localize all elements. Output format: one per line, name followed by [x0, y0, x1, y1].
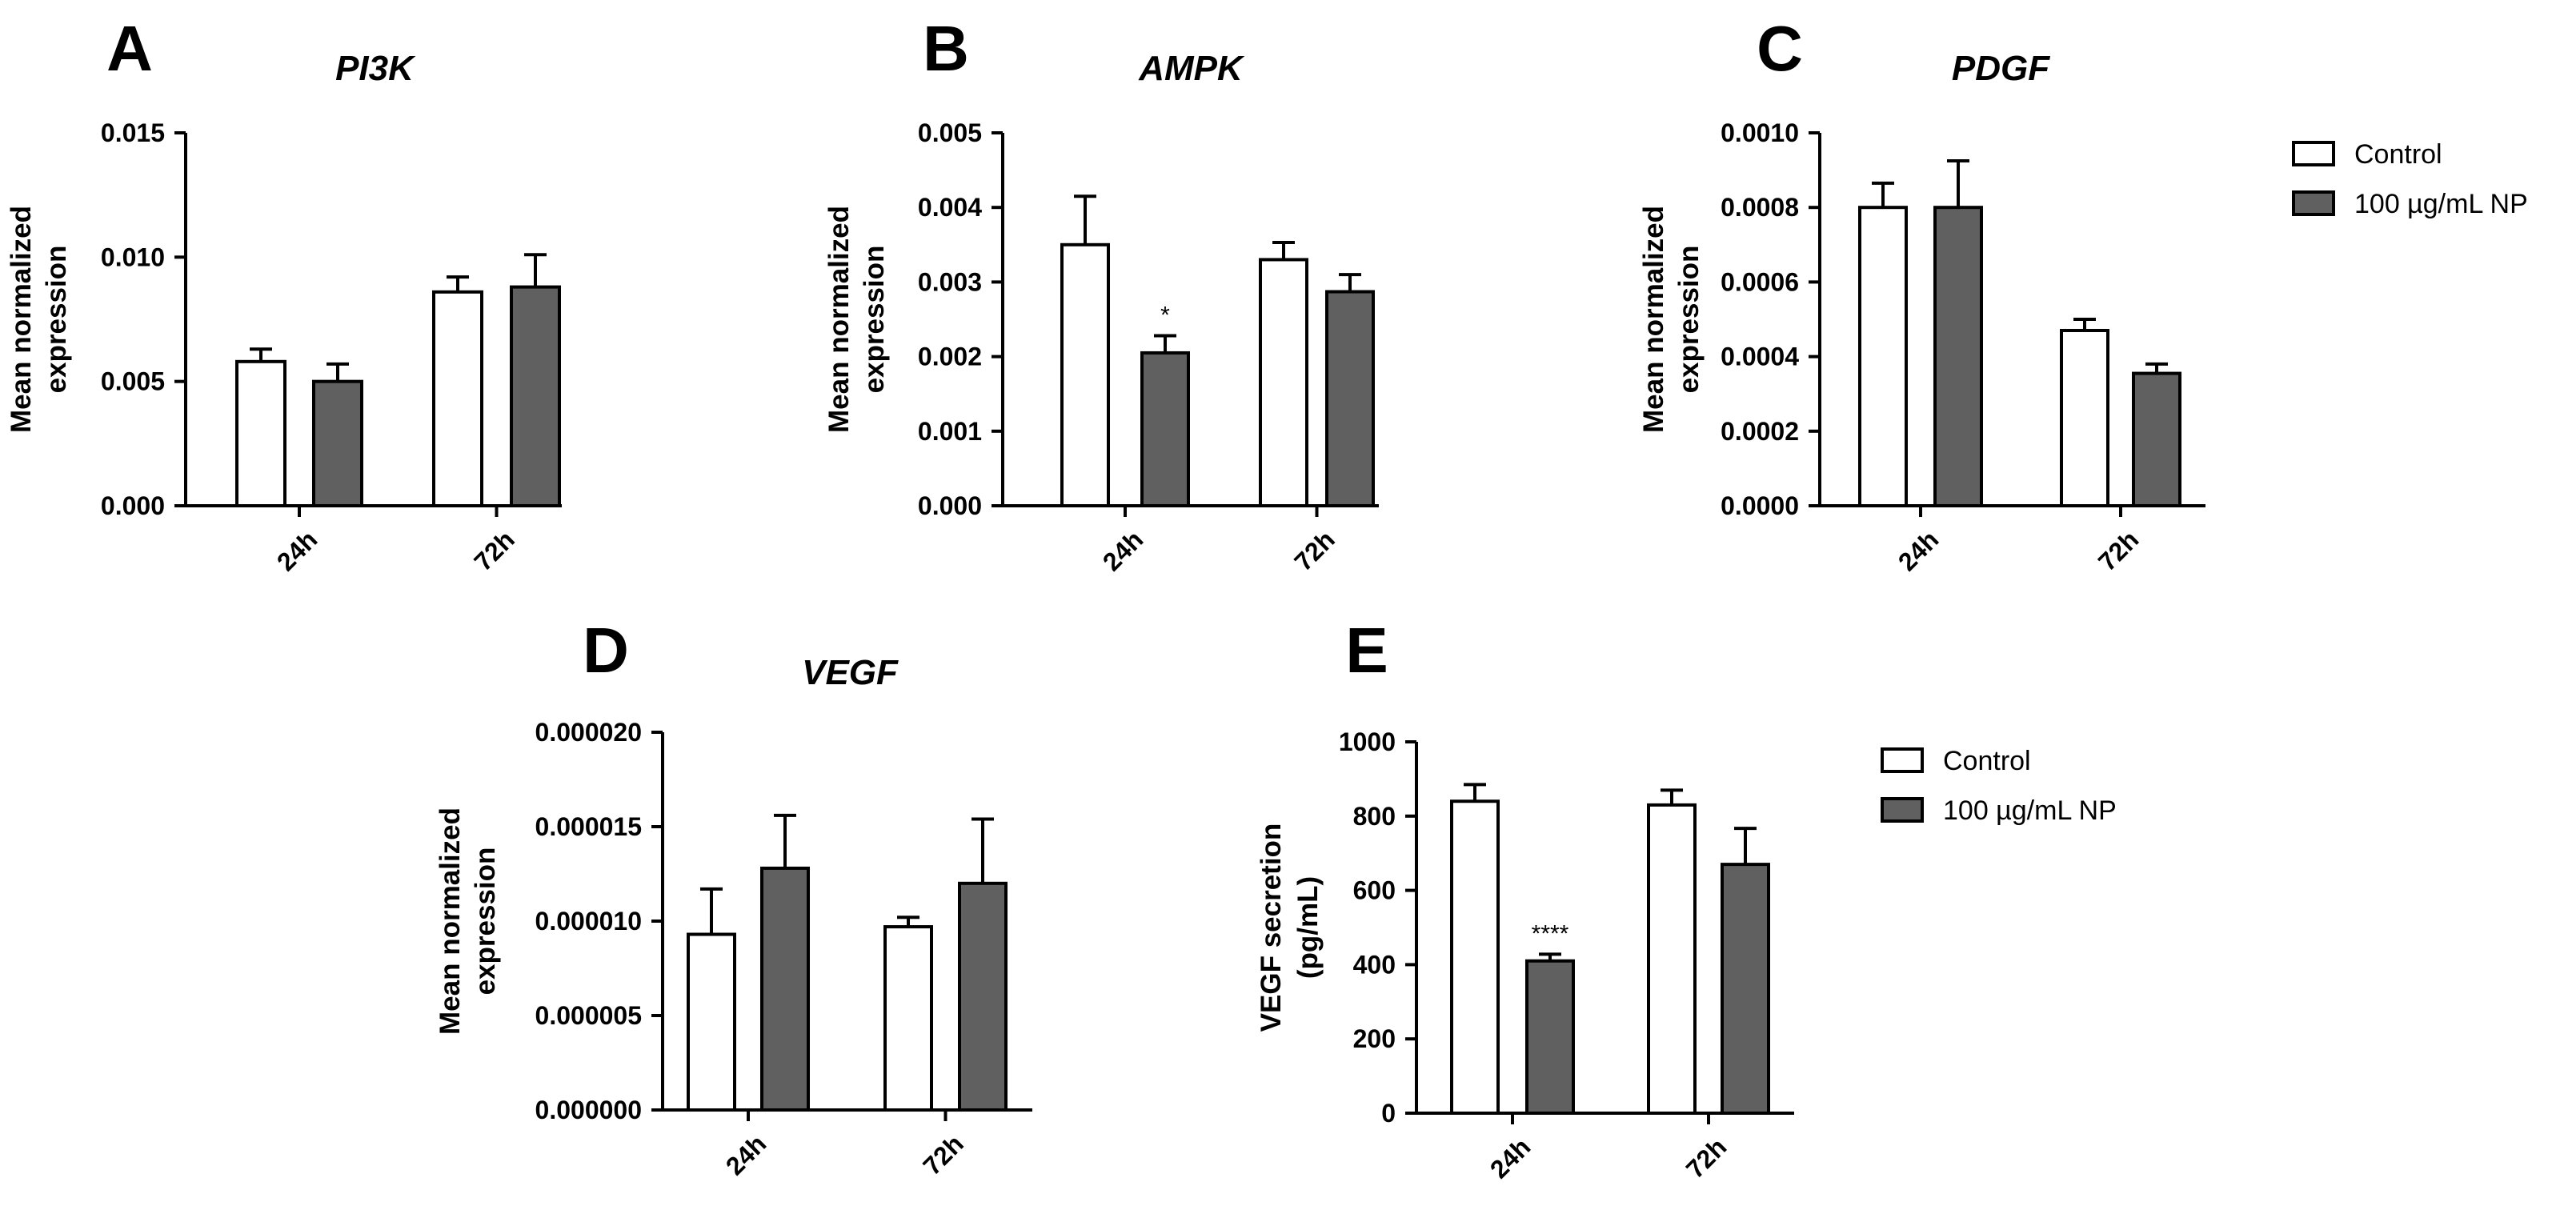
y-tick-label: 800 [1353, 802, 1396, 831]
bar-treated-72h [1721, 863, 1770, 1115]
chart-panel-e: E VEGF secretion (pg/mL) **** 0 200 400 600 800 1… [1256, 615, 1794, 1184]
bar-treated-24h [1933, 206, 1983, 507]
chart-panel-d: D VEGF Mean normalized expression 0.000000 0.… [435, 615, 1032, 1180]
legend-swatch-control [1881, 747, 1924, 773]
y-tick-label: 0.000 [918, 491, 982, 520]
panel-letter: A [106, 13, 153, 84]
legend-label: Control [2354, 139, 2442, 170]
y-axis-label: Mean normalized [823, 206, 855, 433]
y-tick-label: 0.000010 [535, 907, 642, 936]
chart-panel-a: A PI3K Mean normalized expression 0.000 0.005… [6, 13, 562, 576]
y-tick-label: 0.002 [918, 343, 982, 371]
y-tick-label: 0.0000 [1721, 491, 1799, 520]
bar-control-24h [1060, 242, 1110, 507]
y-axis-label: Mean normalized [435, 807, 466, 1035]
bar-treated-72h [2132, 371, 2181, 507]
legend-swatch-control [2292, 141, 2335, 166]
y-tick-label: 0.000 [101, 491, 165, 520]
y-axis-label: Mean normalized [6, 206, 37, 433]
significance-marker: * [1160, 303, 1170, 329]
y-tick-label: 0 [1381, 1099, 1396, 1128]
significance-marker: **** [1532, 920, 1569, 947]
x-category-label: 24h [1484, 1132, 1536, 1184]
bar-treated-24h [760, 866, 810, 1112]
panel-letter: B [923, 13, 969, 84]
x-category-label: 72h [1288, 525, 1340, 576]
chart-title: PI3K [335, 49, 416, 88]
bar-treated-24h [1140, 351, 1190, 507]
chart-title: VEGF [802, 653, 899, 692]
bar-control-72h [883, 925, 933, 1112]
y-axis-label: VEGF secretion [1256, 823, 1287, 1032]
y-tick-label: 0.0002 [1721, 417, 1799, 446]
y-tick-label: 0.005 [918, 118, 982, 147]
x-category-label: 24h [1893, 525, 1944, 576]
y-tick-label: 0.010 [101, 242, 165, 271]
legend-swatch-treated [1881, 797, 1924, 823]
legend-swatch-treated [2292, 190, 2335, 216]
x-category-label: 24h [271, 525, 323, 576]
bar-control-24h [1858, 206, 1908, 507]
x-category-label: 24h [1097, 525, 1148, 576]
y-tick-label: 600 [1353, 876, 1396, 905]
bar-control-24h [1450, 799, 1500, 1115]
legend-label: 100 µg/mL NP [2354, 189, 2528, 219]
chart-title: AMPK [1138, 49, 1245, 88]
bar-control-24h [687, 932, 736, 1112]
y-tick-label: 0.0008 [1721, 193, 1799, 222]
x-category-label: 72h [2093, 525, 2144, 576]
y-axis-label: (pg/mL) [1292, 876, 1324, 979]
y-tick-label: 0.015 [101, 118, 165, 147]
y-tick-label: 0.0010 [1721, 118, 1799, 147]
legend-label: Control [1943, 746, 2031, 776]
y-tick-label: 0.005 [101, 367, 165, 396]
y-tick-label: 0.004 [918, 193, 982, 222]
legend: Control 100 µg/mL NP [2292, 139, 2528, 219]
y-tick-label: 0.001 [918, 417, 982, 446]
x-category-label: 24h [720, 1129, 771, 1180]
bar-treated-24h [1525, 959, 1575, 1116]
y-tick-label: 200 [1353, 1024, 1396, 1053]
y-axis-label: expression [1673, 246, 1705, 394]
legend: Control 100 µg/mL NP [1881, 746, 2117, 826]
x-category-label: 72h [468, 525, 519, 576]
y-axis-label: Mean normalized [1638, 206, 1669, 433]
bar-control-72h [1647, 803, 1697, 1115]
chart-panel-c: C PDGF Mean normalized expression 0.0000 0.00… [1638, 13, 2205, 576]
bar-treated-72h [1325, 290, 1375, 507]
bar-control-72h [2060, 328, 2109, 508]
x-category-label: 72h [917, 1129, 968, 1180]
panel-letter: D [583, 615, 629, 686]
bar-control-72h [432, 290, 483, 507]
panel-letter: C [1757, 13, 1803, 84]
y-axis-label: expression [470, 847, 501, 996]
bar-control-72h [1259, 258, 1308, 507]
chart-panel-b: B AMPK Mean normalized expression * 0.000 0.00… [823, 13, 1379, 576]
y-tick-label: 0.000000 [535, 1096, 642, 1124]
panel-letter: E [1345, 615, 1388, 686]
y-tick-label: 0.000015 [535, 812, 642, 841]
bar-treated-24h [312, 379, 363, 507]
bar-treated-72h [958, 881, 1008, 1112]
y-tick-label: 0.000005 [535, 1001, 642, 1030]
y-tick-label: 0.003 [918, 267, 982, 296]
y-tick-label: 0.0006 [1721, 267, 1799, 296]
y-axis-label: expression [41, 246, 72, 394]
y-tick-label: 0.0004 [1721, 343, 1799, 371]
y-tick-label: 0.000020 [535, 718, 642, 747]
legend-label: 100 µg/mL NP [1943, 795, 2117, 826]
bar-treated-72h [510, 285, 561, 507]
y-tick-label: 400 [1353, 950, 1396, 979]
y-axis-label: expression [859, 246, 890, 394]
bar-control-24h [235, 359, 286, 507]
chart-title: PDGF [1952, 49, 2050, 88]
y-tick-label: 1000 [1339, 727, 1396, 756]
x-category-label: 72h [1681, 1132, 1732, 1184]
